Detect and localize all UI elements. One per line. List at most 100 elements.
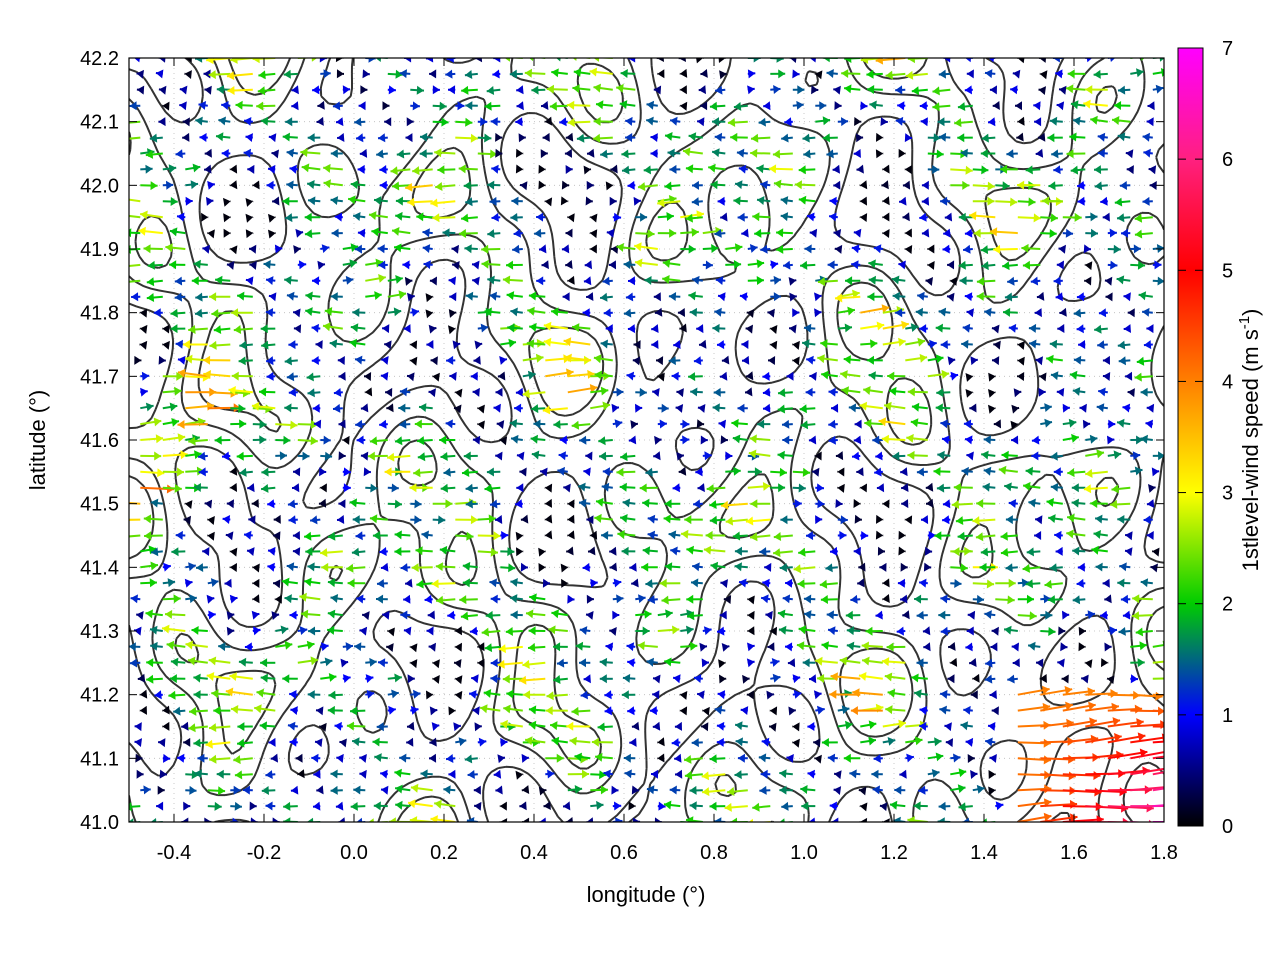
wind-arrow-head	[169, 260, 177, 270]
wind-arrow	[652, 690, 660, 700]
wind-arrow-head	[439, 435, 447, 445]
wind-arrow-head	[637, 641, 645, 651]
wind-arrow-head	[327, 609, 336, 619]
wind-arrow-head	[712, 323, 720, 333]
wind-arrow	[288, 387, 298, 397]
wind-arrow	[777, 450, 793, 460]
wind-arrow	[953, 483, 973, 492]
wind-arrow	[221, 451, 231, 461]
wind-arrow	[139, 689, 148, 699]
wind-arrow-head	[266, 371, 274, 381]
wind-arrow-head	[162, 705, 170, 715]
wind-arrow	[454, 626, 462, 636]
wind-arrow	[693, 499, 703, 509]
wind-arrow-head	[724, 802, 732, 812]
wind-arrow-head	[502, 275, 511, 285]
wind-arrow-head	[489, 578, 497, 588]
wind-arrow-head	[864, 418, 872, 428]
wind-arrow	[696, 419, 705, 429]
wind-arrow	[386, 403, 394, 413]
wind-arrow-head	[413, 468, 421, 478]
wind-arrow	[882, 818, 890, 822]
wind-arrow-head	[645, 579, 653, 589]
wind-arrow-head	[183, 515, 191, 525]
wind-arrow-head	[979, 562, 987, 572]
wind-arrow-head	[141, 371, 150, 381]
wind-arrow-head	[233, 325, 242, 334]
wind-arrow	[801, 801, 816, 811]
wind-arrow	[510, 610, 523, 620]
wind-arrow-head	[717, 626, 725, 636]
wind-arrow	[144, 531, 163, 541]
wind-arrow	[1062, 717, 1097, 728]
wind-arrow	[435, 562, 456, 572]
wind-arrow-head	[586, 817, 594, 822]
wind-arrow-head	[923, 562, 932, 572]
wind-arrow	[671, 738, 681, 747]
wind-arrow	[583, 674, 591, 684]
wind-arrow	[516, 547, 524, 557]
wind-arrow	[786, 371, 794, 381]
wind-arrow-head	[174, 484, 182, 493]
wind-arrow-head	[284, 403, 292, 413]
wind-arrow	[597, 722, 613, 732]
wind-arrow-head	[857, 578, 865, 588]
wind-arrow-head	[1044, 784, 1052, 794]
wind-arrow	[266, 356, 276, 366]
wind-arrow-head	[942, 515, 950, 525]
wind-arrow-head	[474, 340, 483, 350]
wind-arrow	[460, 611, 478, 621]
wind-arrow	[261, 786, 276, 795]
wind-arrow	[402, 260, 411, 270]
wind-arrow-head	[814, 754, 822, 764]
wind-arrow	[701, 771, 726, 781]
wind-arrow	[612, 801, 622, 811]
wind-arrow	[448, 276, 456, 286]
wind-arrow	[1073, 308, 1086, 318]
wind-arrow-head	[399, 387, 408, 397]
wind-arrow	[337, 356, 345, 365]
wind-arrow	[947, 260, 955, 270]
wind-arrow-head	[395, 800, 403, 810]
wind-arrow	[860, 321, 885, 331]
wind-arrow-head	[907, 816, 915, 822]
wind-arrow	[797, 579, 816, 589]
wind-arrow-head	[858, 562, 866, 572]
wind-arrow-head	[778, 625, 787, 635]
wind-arrow-head	[657, 737, 665, 747]
wind-arrow	[290, 785, 299, 795]
wind-arrow	[731, 418, 748, 428]
wind-arrow-head	[686, 625, 694, 635]
wind-arrow-head	[337, 356, 345, 365]
wind-arrow	[520, 562, 528, 572]
wind-arrow-head	[716, 721, 725, 731]
wind-arrow	[226, 499, 234, 509]
wind-arrow-head	[837, 483, 845, 493]
wind-arrow-head	[730, 817, 738, 822]
wind-arrow	[162, 418, 180, 427]
wind-arrow	[865, 626, 883, 636]
wind-arrow-head	[210, 578, 219, 587]
wind-arrow-head	[654, 435, 662, 445]
wind-arrow-head	[812, 467, 820, 477]
wind-arrow-head	[213, 325, 222, 334]
wind-arrow	[400, 563, 411, 572]
wind-arrow	[585, 451, 593, 461]
wind-arrow	[533, 419, 546, 429]
wind-arrow	[1050, 371, 1063, 381]
wind-arrow-head	[1079, 403, 1087, 413]
wind-arrow-head	[631, 578, 639, 588]
wind-arrow-head	[1043, 755, 1051, 765]
wind-arrow	[205, 739, 231, 749]
wind-arrow-head	[623, 308, 632, 318]
wind-arrow-head	[272, 817, 280, 822]
wind-arrow-head	[786, 371, 794, 381]
wind-arrow	[267, 546, 276, 556]
wind-arrow	[387, 689, 399, 699]
wind-arrow	[746, 658, 755, 668]
wind-arrow-head	[947, 260, 955, 270]
wind-arrow	[969, 403, 977, 413]
wind-arrow	[657, 419, 667, 429]
wind-arrow-head	[150, 498, 159, 508]
wind-arrow-head	[355, 419, 363, 429]
